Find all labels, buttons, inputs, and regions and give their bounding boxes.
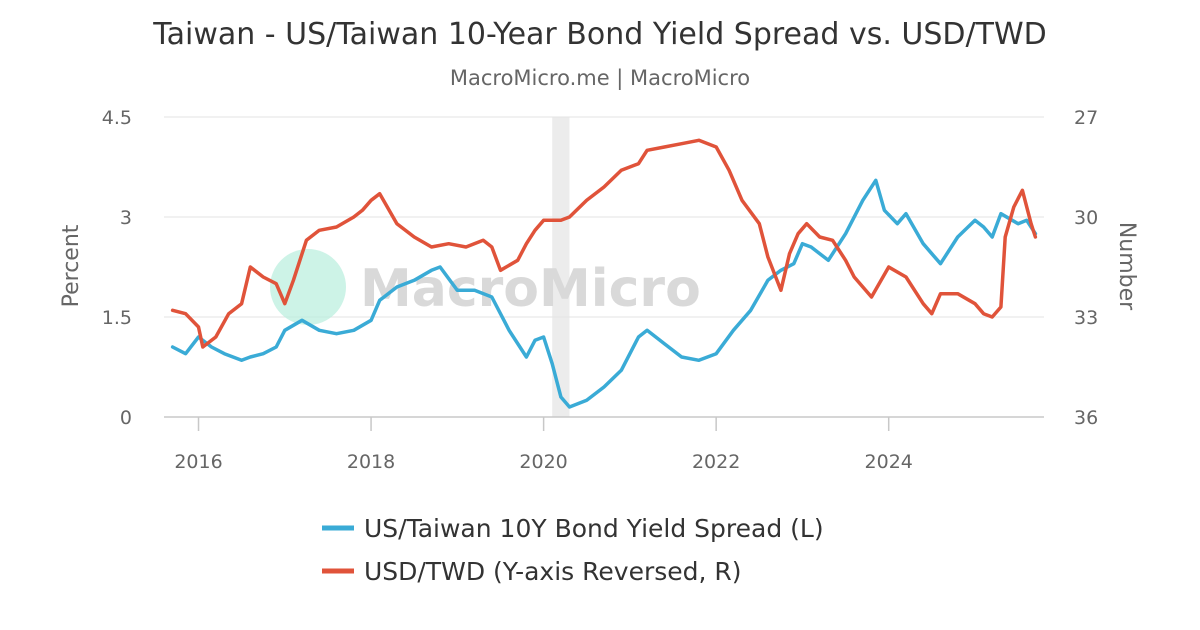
left-tick-label: 1.5 xyxy=(102,307,132,329)
right-tick-label: 33 xyxy=(1074,307,1098,329)
right-tick-label: 36 xyxy=(1074,407,1098,429)
x-tick-label: 2016 xyxy=(174,451,222,473)
watermark-text: MacroMicro xyxy=(360,259,701,319)
x-axis-ticks: 2016 2018 2020 2022 2024 xyxy=(174,417,913,473)
left-tick-label: 4.5 xyxy=(102,107,132,129)
chart-title: Taiwan - US/Taiwan 10-Year Bond Yield Sp… xyxy=(152,17,1046,52)
left-tick-label: 3 xyxy=(120,207,132,229)
chart-subtitle: MacroMicro.me | MacroMicro xyxy=(450,66,750,91)
right-tick-label: 30 xyxy=(1074,207,1098,229)
legend: US/Taiwan 10Y Bond Yield Spread (L) USD/T… xyxy=(322,514,824,586)
left-axis-title: Percent xyxy=(59,224,84,307)
gridlines xyxy=(164,116,1044,418)
series-line-1 xyxy=(170,178,1038,409)
series-line-2 xyxy=(170,138,1038,349)
legend-label: US/Taiwan 10Y Bond Yield Spread (L) xyxy=(364,514,824,543)
shaded-band-group xyxy=(552,117,570,417)
x-tick-label: 2018 xyxy=(347,451,395,473)
x-tick-label: 2024 xyxy=(865,451,913,473)
right-axis-ticks: 27 30 33 36 xyxy=(1074,107,1098,429)
left-tick-label: 0 xyxy=(120,407,132,429)
x-tick-label: 2022 xyxy=(692,451,740,473)
legend-label: USD/TWD (Y-axis Reversed, R) xyxy=(364,557,742,586)
recession-band xyxy=(552,117,570,417)
series-group xyxy=(170,138,1038,409)
x-tick-label: 2020 xyxy=(519,451,567,473)
right-axis-title: Number xyxy=(1114,222,1139,311)
watermark-logo-icon xyxy=(270,249,346,325)
right-tick-label: 27 xyxy=(1074,107,1098,129)
watermark: MacroMicro xyxy=(270,249,701,325)
left-axis-ticks: 0 1.5 3 4.5 xyxy=(102,107,132,429)
